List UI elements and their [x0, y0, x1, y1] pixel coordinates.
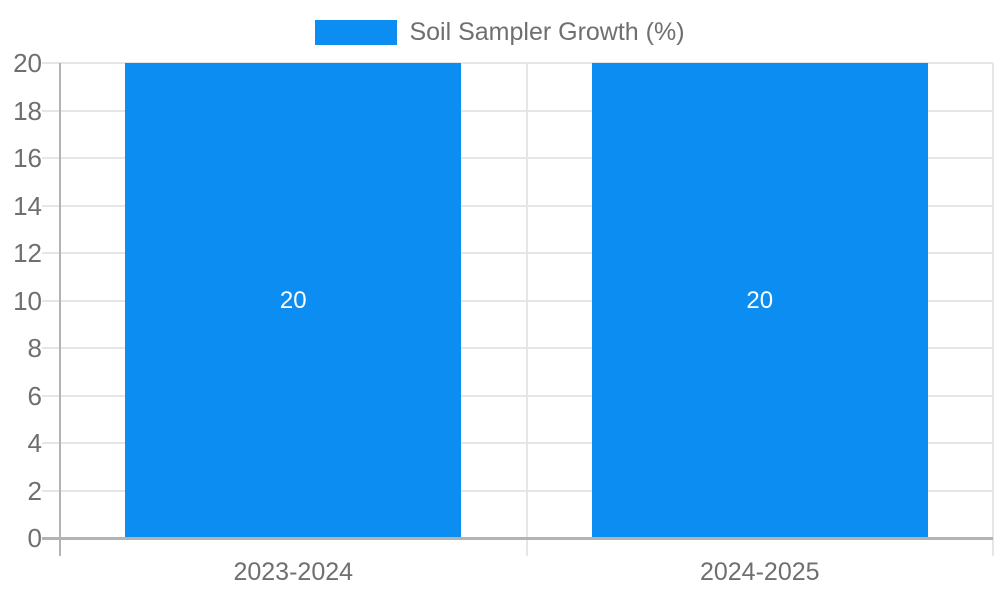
- gridline-y-4: [42, 442, 993, 444]
- bar-2024-2025[interactable]: [592, 63, 928, 538]
- y-tick-label-6: 6: [27, 380, 42, 411]
- bar-value-label-2024-2025: 20: [746, 286, 774, 314]
- gridline-y-12: [42, 252, 993, 254]
- y-tick-label-4: 4: [27, 428, 42, 458]
- legend-swatch: [315, 20, 398, 45]
- x-tick-label-2024-2025: 2024-2025: [699, 558, 820, 586]
- y-tick-label-18: 18: [13, 95, 42, 126]
- y-tick-label-14: 14: [13, 190, 42, 221]
- y-tick-label-10: 10: [13, 285, 42, 316]
- y-tick-label-12: 12: [13, 238, 42, 268]
- legend-entry[interactable]: Soil Sampler Growth (%): [315, 18, 685, 46]
- y-tick-label-0: 0: [27, 523, 42, 553]
- y-tick-label-16: 16: [13, 143, 42, 173]
- bar-2023-2024[interactable]: [125, 63, 461, 538]
- gridline-y-14: [42, 204, 993, 207]
- x-tick-label-2023-2024: 2023-2024: [233, 558, 354, 586]
- gridline-y-16: [42, 157, 993, 159]
- gridline-y-18: [42, 109, 993, 112]
- y-tick-label-8: 8: [27, 333, 42, 363]
- gridline-y-8: [42, 347, 993, 349]
- legend: Soil Sampler Growth (%): [0, 20, 1000, 45]
- gridline-x-1: [525, 63, 528, 556]
- y-axis-line: [59, 63, 61, 556]
- bar-value-label-2023-2024: 20: [279, 286, 307, 314]
- baseline: [42, 537, 993, 540]
- legend-label: Soil Sampler Growth (%): [409, 18, 685, 46]
- gridline-x-2: [992, 63, 994, 556]
- y-tick-label-20: 20: [13, 48, 42, 78]
- gridline-y-10: [42, 299, 993, 302]
- gridline-y-20: [42, 62, 993, 64]
- y-tick-label-2: 2: [27, 475, 42, 506]
- gridline-y-2: [42, 489, 993, 492]
- gridline-y-6: [42, 394, 993, 397]
